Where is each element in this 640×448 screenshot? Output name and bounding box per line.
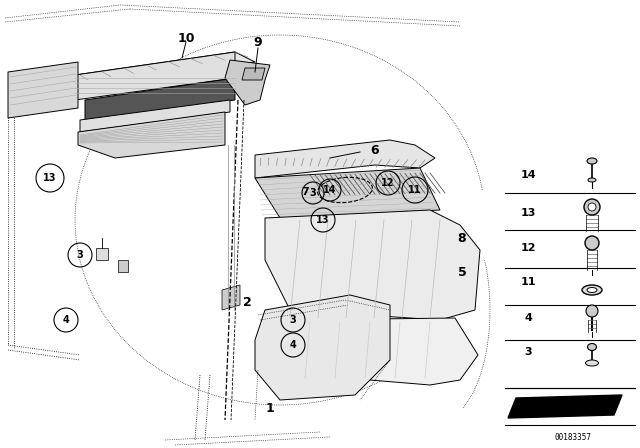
- Text: 14: 14: [323, 185, 337, 195]
- Text: 12: 12: [520, 243, 536, 253]
- Polygon shape: [242, 68, 265, 80]
- Text: 5: 5: [458, 267, 467, 280]
- Polygon shape: [118, 260, 128, 272]
- Circle shape: [588, 203, 596, 211]
- Text: 3: 3: [77, 250, 83, 260]
- Circle shape: [585, 236, 599, 250]
- Polygon shape: [255, 168, 440, 218]
- Text: 7: 7: [301, 187, 309, 197]
- Text: 14: 14: [520, 170, 536, 180]
- Text: 13: 13: [44, 173, 57, 183]
- Circle shape: [584, 199, 600, 215]
- Polygon shape: [85, 78, 235, 120]
- Polygon shape: [78, 112, 225, 158]
- Text: 2: 2: [243, 296, 252, 309]
- Text: 9: 9: [253, 36, 262, 49]
- Ellipse shape: [588, 178, 596, 182]
- Text: 3: 3: [290, 315, 296, 325]
- Polygon shape: [290, 318, 478, 385]
- Text: 4: 4: [524, 313, 532, 323]
- Polygon shape: [222, 285, 240, 310]
- Text: 1: 1: [266, 401, 275, 414]
- Ellipse shape: [582, 285, 602, 295]
- Polygon shape: [265, 210, 480, 320]
- Polygon shape: [96, 248, 108, 260]
- Text: 8: 8: [458, 232, 467, 245]
- Text: 10: 10: [177, 31, 195, 44]
- Text: 4: 4: [290, 340, 296, 350]
- Circle shape: [586, 305, 598, 317]
- Text: 00183357: 00183357: [554, 432, 591, 441]
- Text: 4: 4: [63, 315, 69, 325]
- Polygon shape: [75, 52, 255, 85]
- Ellipse shape: [586, 360, 598, 366]
- Ellipse shape: [587, 158, 597, 164]
- Polygon shape: [508, 395, 622, 418]
- Ellipse shape: [587, 288, 597, 293]
- Text: 6: 6: [371, 143, 380, 156]
- Polygon shape: [225, 60, 270, 105]
- Text: 3: 3: [524, 347, 532, 357]
- Text: 13: 13: [520, 208, 536, 218]
- Polygon shape: [80, 100, 230, 132]
- Polygon shape: [255, 140, 435, 178]
- Text: 11: 11: [408, 185, 422, 195]
- Polygon shape: [75, 52, 235, 100]
- Polygon shape: [8, 62, 78, 118]
- Ellipse shape: [588, 344, 596, 350]
- Text: 13: 13: [316, 215, 330, 225]
- Text: 3: 3: [310, 188, 316, 198]
- Text: 12: 12: [381, 178, 395, 188]
- Text: 11: 11: [520, 277, 536, 287]
- Polygon shape: [255, 295, 390, 400]
